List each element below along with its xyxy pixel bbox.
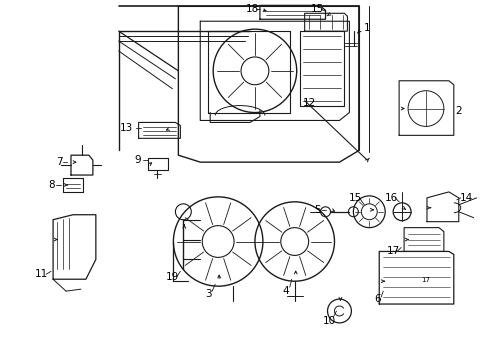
Text: 17: 17 [421, 277, 431, 283]
Text: 19: 19 [166, 272, 179, 282]
Text: 16: 16 [385, 193, 398, 203]
Text: 9: 9 [134, 155, 141, 165]
Text: 5: 5 [314, 205, 321, 215]
Text: 13: 13 [120, 123, 133, 134]
Text: 3: 3 [205, 289, 212, 299]
Text: 8: 8 [48, 180, 54, 190]
Text: 17: 17 [387, 247, 400, 256]
Text: 18: 18 [245, 4, 259, 14]
Text: 1: 1 [364, 23, 370, 33]
Text: 14: 14 [460, 193, 473, 203]
Text: 10: 10 [323, 316, 336, 326]
Text: 11: 11 [34, 269, 48, 279]
Text: 12: 12 [303, 98, 316, 108]
Text: 7: 7 [56, 157, 62, 167]
Text: 6: 6 [374, 294, 381, 304]
Text: 4: 4 [282, 286, 289, 296]
Text: 15: 15 [349, 193, 362, 203]
Text: 15: 15 [311, 4, 324, 14]
Text: 2: 2 [456, 105, 462, 116]
